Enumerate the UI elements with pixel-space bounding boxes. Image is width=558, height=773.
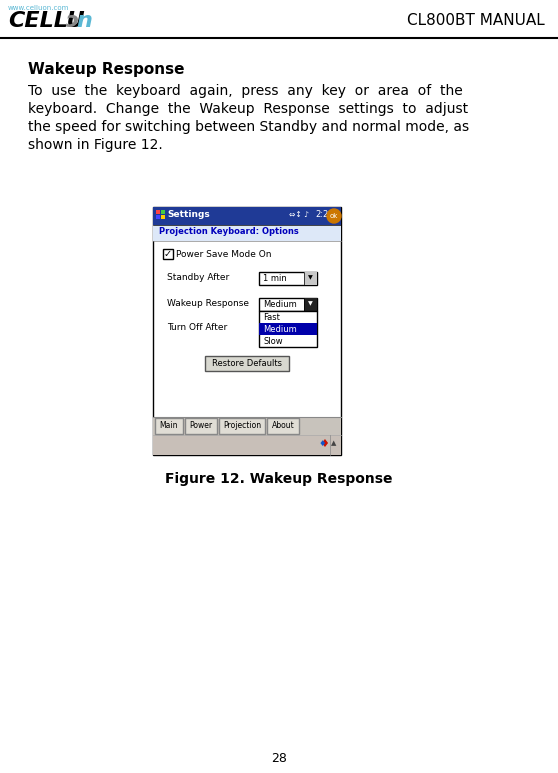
Text: Power Save Mode On: Power Save Mode On [176,250,272,259]
Bar [161,215,165,219]
Text: ɔ: ɔ [65,11,78,31]
Text: Medium: Medium [263,325,297,334]
Bar [267,418,299,434]
Text: Settings: Settings [167,210,210,219]
Text: Restore Defaults: Restore Defaults [212,359,282,368]
Text: ✓: ✓ [163,250,172,260]
Text: About: About [272,421,295,430]
Text: To  use  the  keyboard  again,  press  any  key  or  area  of  the: To use the keyboard again, press any key… [28,84,463,98]
Text: ok: ok [330,213,338,220]
Text: keyboard.  Change  the  Wakeup  Response  settings  to  adjust: keyboard. Change the Wakeup Response set… [28,102,468,116]
Text: www.celluon.com: www.celluon.com [8,5,69,11]
Bar [304,298,317,311]
Text: Wakeup Response: Wakeup Response [167,299,249,308]
Text: Projection: Projection [223,421,261,430]
Text: n: n [76,11,92,31]
Text: Power: Power [189,421,213,430]
Circle shape [327,209,341,223]
Text: ▼: ▼ [307,301,312,306]
Bar [219,418,265,434]
Bar [259,311,317,347]
Text: CELLU: CELLU [8,11,85,31]
Bar [153,207,341,225]
Text: Wakeup Response: Wakeup Response [28,62,185,77]
Text: ♦: ♦ [319,439,329,449]
Text: the speed for switching between Standby and normal mode, as: the speed for switching between Standby … [28,120,469,134]
Bar [206,357,290,372]
Text: 28: 28 [271,752,287,765]
Text: ▲: ▲ [331,440,336,446]
Text: Main: Main [160,421,178,430]
Text: Fast: Fast [263,313,280,322]
Bar [156,215,160,219]
Text: Turn Off After: Turn Off After [167,323,227,332]
Bar [155,418,183,434]
Bar [161,210,165,214]
Bar [259,298,317,311]
Text: Standby After: Standby After [167,273,229,282]
Text: ▼: ▼ [307,275,312,280]
Bar [163,249,173,259]
Bar [153,225,341,241]
Bar [156,210,160,214]
Bar [153,417,341,435]
Bar [259,323,317,335]
Bar [153,207,341,455]
Bar [259,272,317,285]
Text: Medium: Medium [263,300,297,309]
Text: CL800BT MANUAL: CL800BT MANUAL [407,13,545,28]
Bar [205,356,289,371]
Text: 1 min: 1 min [263,274,287,283]
Text: Slow: Slow [263,337,282,346]
Text: ⇔↕ ♪: ⇔↕ ♪ [289,210,309,219]
Text: ♦: ♦ [319,439,326,448]
Text: Projection Keyboard: Options: Projection Keyboard: Options [159,227,299,236]
Bar [185,418,217,434]
Text: Figure 12. Wakeup Response: Figure 12. Wakeup Response [165,472,393,486]
Bar [153,435,341,455]
Text: shown in Figure 12.: shown in Figure 12. [28,138,163,152]
Text: 2:27: 2:27 [315,210,334,219]
Bar [304,272,317,285]
